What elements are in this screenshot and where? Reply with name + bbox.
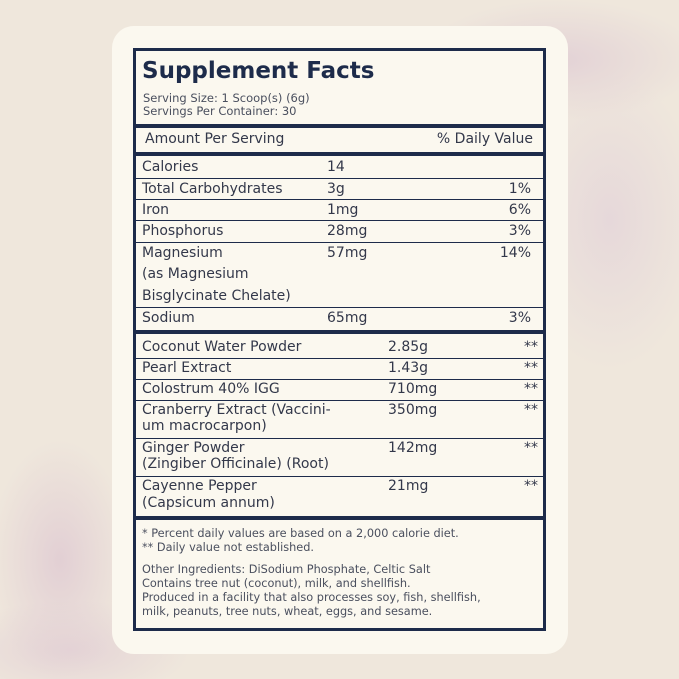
divider — [134, 199, 545, 200]
divider — [134, 400, 545, 401]
nutrient-name: Phosphorus — [142, 223, 224, 239]
nutrient-amount: 3g — [327, 181, 345, 197]
divider — [134, 358, 545, 359]
divider — [134, 438, 545, 439]
nutrient-dv: 6% — [508, 202, 531, 218]
servings-per-container: Servings Per Container: 30 — [143, 104, 297, 118]
nutrient-name: Sodium — [142, 310, 195, 326]
nutrient-amount: 1mg — [327, 202, 359, 218]
ingredient-name: Colostrum 40% IGG — [142, 381, 280, 397]
nutrient-name: Total Carbohydrates — [142, 181, 283, 197]
facility-statement: Produced in a facility that also process… — [142, 591, 481, 604]
page-title: Supplement Facts — [142, 58, 375, 84]
ingredient-name: Ginger Powder — [142, 440, 245, 456]
nutrient-dv: 3% — [508, 223, 531, 239]
footnote: * Percent daily values are based on a 2,… — [142, 527, 459, 540]
allergen-statement: Contains tree nut (coconut), milk, and s… — [142, 577, 411, 590]
ingredient-name: (Zingiber Officinale) (Root) — [142, 456, 329, 472]
nutrient-amount: 14 — [327, 159, 345, 175]
ingredient-name: Pearl Extract — [142, 360, 232, 376]
divider — [134, 178, 545, 179]
divider — [134, 516, 545, 520]
nutrient-amount: 65mg — [327, 310, 368, 326]
divider — [134, 330, 545, 334]
ingredient-dv: ** — [524, 381, 538, 397]
ingredient-amount: 2.85g — [388, 339, 429, 355]
label-card — [112, 26, 568, 654]
ingredient-name: (Capsicum annum) — [142, 495, 275, 511]
ingredient-name: um macrocarpon) — [142, 418, 267, 434]
divider — [134, 152, 545, 156]
ingredient-amount: 21mg — [388, 478, 429, 494]
ingredient-name: Cayenne Pepper — [142, 478, 257, 494]
other-ingredients: Other Ingredients: DiSodium Phosphate, C… — [142, 563, 431, 576]
ingredient-dv: ** — [524, 402, 538, 418]
ingredient-name: Coconut Water Powder — [142, 339, 302, 355]
ingredient-amount: 142mg — [388, 440, 438, 456]
nutrient-dv: 14% — [499, 245, 531, 261]
nutrient-amount: 57mg — [327, 245, 368, 261]
nutrient-dv: 3% — [508, 310, 531, 326]
header-amount: Amount Per Serving — [145, 131, 285, 147]
nutrient-name: Magnesium — [142, 245, 223, 261]
nutrient-name: Calories — [142, 159, 199, 175]
ingredient-dv: ** — [524, 339, 538, 355]
ingredient-amount: 710mg — [388, 381, 438, 397]
supplement-facts-panel — [133, 48, 546, 631]
header-dv: % Daily Value — [436, 131, 533, 147]
divider — [134, 242, 545, 243]
ingredient-dv: ** — [524, 478, 538, 494]
ingredient-dv: ** — [524, 360, 538, 376]
divider — [134, 220, 545, 221]
ingredient-dv: ** — [524, 440, 538, 456]
nutrient-dv: 1% — [508, 181, 531, 197]
nutrient-name: Iron — [142, 202, 170, 218]
divider — [134, 379, 545, 380]
facility-statement: milk, peanuts, tree nuts, wheat, eggs, a… — [142, 605, 433, 618]
footnote: ** Daily value not established. — [142, 541, 314, 554]
serving-size: Serving Size: 1 Scoop(s) (6g) — [143, 91, 310, 105]
ingredient-name: Cranberry Extract (Vaccini- — [142, 402, 331, 418]
ingredient-amount: 1.43g — [388, 360, 429, 376]
nutrient-name: (as Magnesium — [142, 266, 249, 282]
ingredient-amount: 350mg — [388, 402, 438, 418]
nutrient-name: Bisglycinate Chelate) — [142, 288, 291, 304]
divider — [134, 307, 545, 308]
nutrient-amount: 28mg — [327, 223, 368, 239]
divider — [134, 476, 545, 477]
divider — [134, 124, 545, 128]
